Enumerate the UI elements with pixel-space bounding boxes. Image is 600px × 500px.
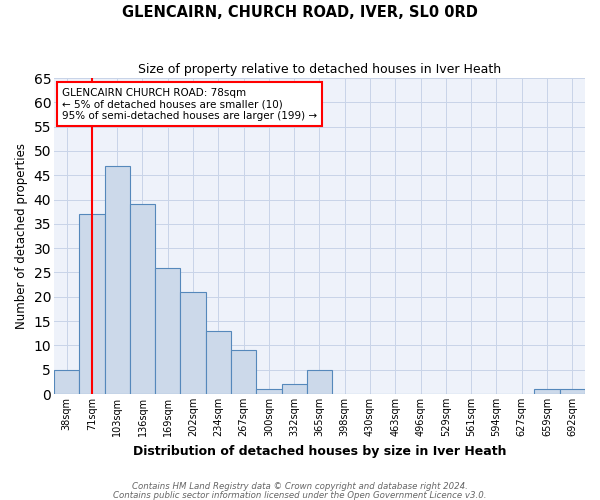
Bar	[535, 389, 560, 394]
Title: Size of property relative to detached houses in Iver Heath: Size of property relative to detached ho…	[138, 62, 501, 76]
Bar	[54, 370, 79, 394]
Text: Contains public sector information licensed under the Open Government Licence v3: Contains public sector information licen…	[113, 490, 487, 500]
Y-axis label: Number of detached properties: Number of detached properties	[15, 143, 28, 329]
Bar	[206, 331, 231, 394]
Text: GLENCAIRN CHURCH ROAD: 78sqm
← 5% of detached houses are smaller (10)
95% of sem: GLENCAIRN CHURCH ROAD: 78sqm ← 5% of det…	[62, 88, 317, 120]
Bar	[181, 292, 206, 394]
Bar	[256, 389, 281, 394]
Text: Contains HM Land Registry data © Crown copyright and database right 2024.: Contains HM Land Registry data © Crown c…	[132, 482, 468, 491]
Bar	[155, 268, 181, 394]
Bar	[307, 370, 332, 394]
Bar	[130, 204, 155, 394]
Text: GLENCAIRN, CHURCH ROAD, IVER, SL0 0RD: GLENCAIRN, CHURCH ROAD, IVER, SL0 0RD	[122, 5, 478, 20]
Bar	[79, 214, 104, 394]
Bar	[104, 166, 130, 394]
X-axis label: Distribution of detached houses by size in Iver Heath: Distribution of detached houses by size …	[133, 444, 506, 458]
Bar	[281, 384, 307, 394]
Bar	[560, 389, 585, 394]
Bar	[231, 350, 256, 394]
